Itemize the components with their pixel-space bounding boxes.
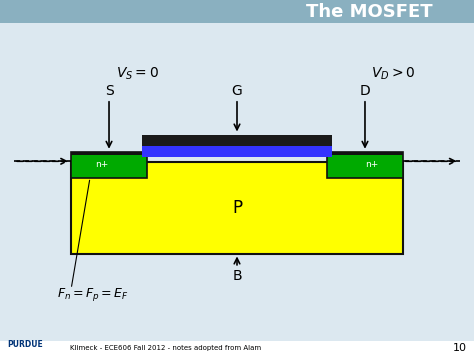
FancyBboxPatch shape [71,162,403,253]
Text: $F_n = F_p = E_F$: $F_n = F_p = E_F$ [57,286,129,303]
Text: D: D [360,84,370,98]
Text: G: G [232,84,242,98]
Text: S: S [105,84,113,98]
FancyBboxPatch shape [71,152,147,178]
FancyBboxPatch shape [142,146,332,157]
FancyBboxPatch shape [0,0,474,23]
Text: $V_D > 0$: $V_D > 0$ [371,65,416,82]
Text: n+: n+ [95,160,109,169]
Text: 10: 10 [453,343,467,353]
Text: The MOSFET: The MOSFET [306,3,433,21]
FancyBboxPatch shape [142,135,332,146]
Text: Klimeck - ECE606 Fall 2012 - notes adopted from Alam: Klimeck - ECE606 Fall 2012 - notes adopt… [70,345,262,351]
FancyBboxPatch shape [327,152,403,178]
FancyBboxPatch shape [71,152,403,155]
FancyBboxPatch shape [0,341,474,355]
Text: n+: n+ [365,160,379,169]
Text: P: P [232,199,242,217]
Text: $V_S = 0$: $V_S = 0$ [116,65,159,82]
Text: PURDUE: PURDUE [7,340,43,349]
Text: B: B [232,269,242,283]
